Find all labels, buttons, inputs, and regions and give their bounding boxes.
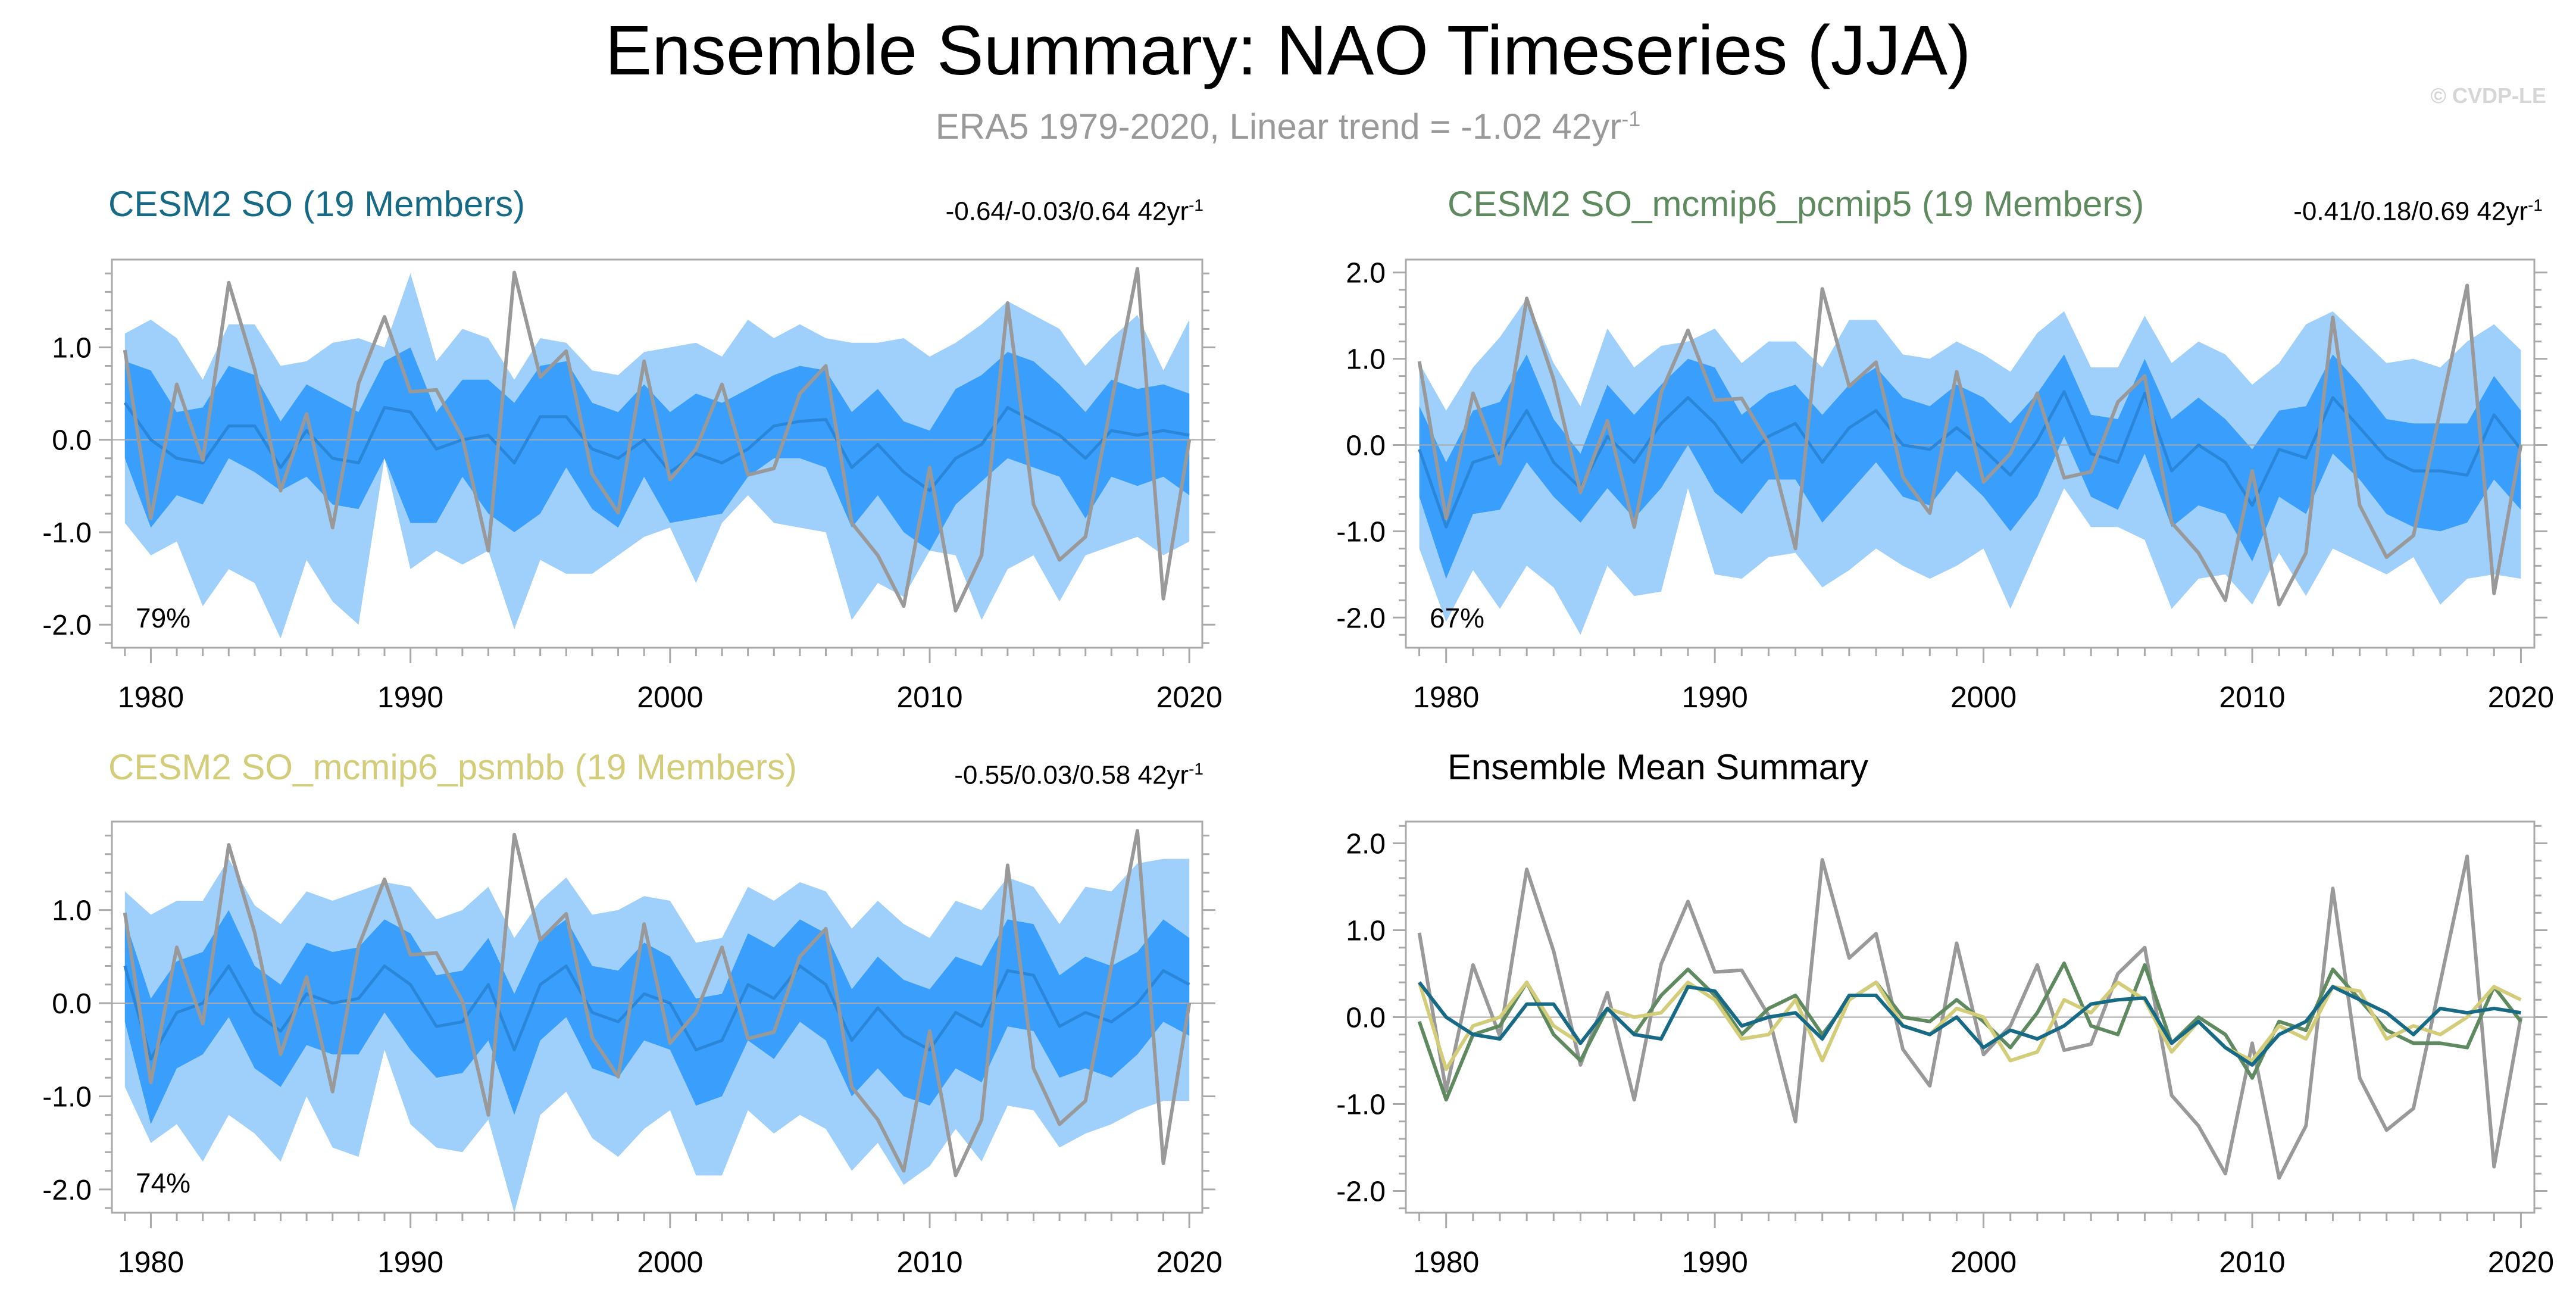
panel-2-stats-text: -0.41/0.18/0.69 42yr (2293, 196, 2528, 226)
watermark: © CVDP-LE (2430, 83, 2546, 108)
panel-3-stats-text: -0.55/0.03/0.58 42yr (954, 760, 1189, 790)
x-tick-label: 2000 (1950, 680, 2017, 714)
y-tick-label: 2.0 (1346, 829, 1386, 860)
ensemble-mean-line (123, 964, 1190, 1061)
panel-1-stats-text: -0.64/-0.03/0.64 42yr (945, 196, 1189, 226)
x-tick-label: 1980 (118, 1245, 184, 1279)
plot-frame (1405, 258, 2536, 649)
percent-within-label: 67% (1430, 602, 1484, 633)
y-tick-label: 1.0 (52, 895, 92, 927)
x-tick-label: 2020 (1156, 680, 1223, 714)
x-tick-label: 1980 (118, 680, 184, 714)
y-tick-label: -1.0 (1336, 516, 1386, 548)
panel-1-title: CESM2 SO (19 Members) (108, 184, 526, 224)
y-tick-label: -2.0 (42, 610, 92, 641)
era5-obs-line (123, 267, 1192, 613)
x-tick-label: 2000 (637, 680, 703, 714)
panel-3-stats-sup: -1 (1189, 760, 1203, 778)
y-tick-label: 0.0 (1346, 1003, 1386, 1034)
y-tick-label: 0.0 (52, 988, 92, 1020)
chart-panel-4: 2.0 1.0 0.0 -1.0 -2.0 1980 1990 2000 2010 2020 (1336, 820, 2554, 1279)
y-tick-label: -1.0 (42, 1081, 92, 1113)
y-tick-label: -1.0 (42, 517, 92, 549)
y-tick-label: 1.0 (1346, 344, 1386, 376)
x-tick-label: 1990 (1682, 680, 1748, 714)
era5-obs-line (1417, 283, 2523, 607)
panel-2-stats: -0.41/0.18/0.69 42yr-1 (2293, 188, 2543, 230)
x-tick-label: 2000 (1950, 1245, 2017, 1279)
x-tick-label: 1980 (1413, 1245, 1479, 1279)
ensemble-mean-line (1418, 390, 2522, 529)
panel-2-title: CESM2 SO_mcmip6_pcmip5 (19 Members) (1448, 184, 2144, 224)
summary-line-cesm2-so (1418, 981, 2521, 1067)
percent-within-label: 74% (136, 1167, 190, 1198)
y-tick-label: 1.0 (52, 332, 92, 364)
x-tick-label: 1980 (1413, 680, 1479, 714)
panel-4-title: Ensemble Mean Summary (1448, 747, 1868, 787)
x-tick-label: 2010 (2219, 1245, 2285, 1279)
panel-2-stats-sup: -1 (2528, 196, 2543, 214)
y-tick-label: 1.0 (1346, 916, 1386, 947)
ensemble-mean-line (123, 402, 1190, 492)
subtitle-text: ERA5 1979-2020, Linear trend = -1.02 42y… (935, 107, 1622, 146)
summary-line-era5 (1417, 854, 2523, 1180)
x-tick-label: 1990 (1682, 1245, 1748, 1279)
x-tick-label: 2010 (896, 1245, 962, 1279)
y-tick-label: 2.0 (1346, 258, 1386, 289)
y-tick-label: -2.0 (1336, 1176, 1386, 1208)
era5-obs-line (123, 829, 1192, 1178)
x-tick-label: 1990 (377, 1245, 443, 1279)
x-tick-label: 1990 (377, 680, 443, 714)
x-tick-label: 2010 (896, 680, 962, 714)
y-tick-label: -2.0 (42, 1175, 92, 1206)
y-tick-label: 0.0 (1346, 430, 1386, 462)
ensemble-10-90-band (1419, 354, 2521, 579)
plot-frame (111, 258, 1203, 649)
panel-3-stats: -0.55/0.03/0.58 42yr-1 (954, 751, 1203, 794)
y-tick-label: 0.0 (52, 425, 92, 457)
chart-panel-3: 1.0 0.0 -1.0 -2.0 1980 1990 2000 2010 2020 74% (42, 820, 1223, 1279)
x-tick-label: 2020 (2488, 680, 2554, 714)
chart-panel-1: 1.0 0.0 -1.0 -2.0 1980 1990 2000 2010 2020 79% (42, 258, 1223, 714)
x-tick-label: 2020 (1156, 1245, 1223, 1279)
plot-frame (111, 820, 1203, 1214)
subtitle-sup: -1 (1621, 107, 1641, 131)
x-tick-label: 2020 (2488, 1245, 2554, 1279)
panel-3-title: CESM2 SO_mcmip6_psmbb (19 Members) (108, 747, 798, 787)
percent-within-label: 79% (136, 602, 190, 633)
chart-panel-2: 2.0 1.0 0.0 -1.0 -2.0 1980 1990 2000 2010 2020 67% (1336, 258, 2554, 714)
x-tick-label: 2000 (637, 1245, 703, 1279)
panel-1-stats-sup: -1 (1189, 196, 1203, 214)
y-tick-label: -1.0 (1336, 1089, 1386, 1121)
x-tick-label: 2010 (2219, 680, 2285, 714)
figure-title: Ensemble Summary: NAO Timeseries (JJA) (605, 11, 1971, 90)
panel-1-stats: -0.64/-0.03/0.64 42yr-1 (946, 188, 1203, 230)
y-tick-label: -2.0 (1336, 602, 1386, 634)
figure-subtitle: ERA5 1979-2020, Linear trend = -1.02 42y… (0, 95, 2576, 151)
